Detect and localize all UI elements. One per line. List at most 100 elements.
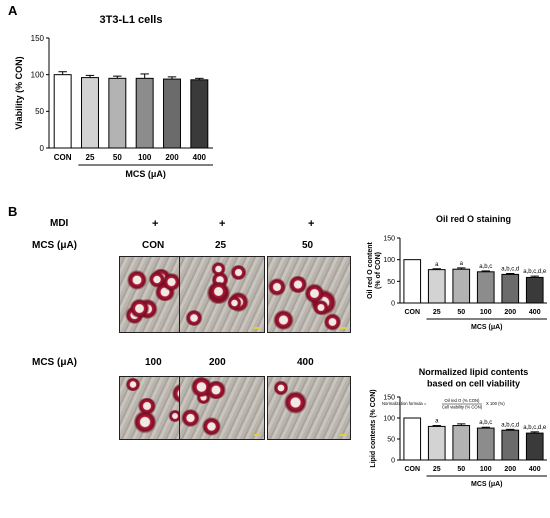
scale-bar — [254, 327, 260, 329]
formula-suffix: X 100 (%) — [486, 401, 505, 406]
oil-red-o-annotation-100: a,b,c — [479, 264, 492, 270]
normalized-lipid-x-tick-label-100: 100 — [480, 466, 492, 473]
mdi-label: MDI — [50, 218, 69, 229]
micrograph-200 — [179, 376, 265, 440]
panel-letter-b: B — [8, 204, 18, 219]
oil-red-o-y-tick-label-150: 150 — [383, 235, 395, 242]
viability-x-tick-label-200: 200 — [165, 153, 179, 162]
stained-cell — [268, 277, 286, 297]
formula-denominator: Cell viability (% CON) — [442, 405, 483, 410]
panel-letter-a: A — [8, 3, 18, 18]
normalized-lipid-x-tick-label-400: 400 — [529, 466, 541, 473]
normalized-lipid-title-line-0: Normalized lipid contents — [419, 367, 529, 377]
stained-cell — [125, 377, 142, 391]
oil-red-o-y-tick-label-100: 100 — [383, 257, 395, 264]
oil-red-o-ylabel-line-1: (% of CON) — [375, 252, 382, 289]
viability-y-tick-label-100: 100 — [31, 70, 45, 79]
oil-red-o-bar-200 — [501, 273, 520, 304]
mdi-plus-2: + — [219, 218, 226, 230]
normalized-lipid-annotation-100: a,b,c — [479, 420, 492, 426]
normalized-lipid-annotation-25: a — [435, 419, 439, 425]
oil-red-o-annotation-50: a — [460, 261, 464, 267]
oil-red-o-bar-100 — [476, 271, 495, 304]
oil-red-o-y-tick-label-0: 0 — [391, 300, 395, 307]
viability-x-tick-label-50: 50 — [113, 153, 122, 162]
oil-red-o-bar-50 — [452, 268, 471, 304]
oil-red-o-chart: Oil red O staining 0 50 100 150 Oil red O con… — [367, 214, 547, 331]
row2-label-100: 100 — [145, 357, 162, 368]
stained-cell — [304, 283, 325, 304]
normalized-lipid-ylabel: Lipid contents (% CON) — [370, 389, 377, 467]
formula-numerator: Oil red O (% CON) — [445, 398, 481, 403]
oil-red-o-x-tick-label-50: 50 — [457, 309, 465, 316]
oil-red-o-annotation-400: a,b,c,d,e — [523, 269, 547, 275]
normalized-lipid-y-tick-label-100: 100 — [383, 415, 395, 422]
viability-ylabel: Viability (% CON) — [14, 56, 24, 129]
stained-cell — [149, 270, 166, 289]
viability-y-tick-label-50: 50 — [35, 107, 44, 116]
oil-red-o-y-tick-label-50: 50 — [387, 279, 395, 286]
oil-red-o-annotation-25: a — [435, 262, 439, 268]
viability-x-tick-label-400: 400 — [193, 153, 207, 162]
row2-label-200: 200 — [209, 357, 226, 368]
stained-cell — [227, 296, 242, 310]
stained-cell — [273, 380, 289, 397]
normalized-lipid-x-tick-label-CON: CON — [404, 466, 420, 473]
stained-cell — [201, 416, 222, 437]
oil-red-o-x-tick-label-25: 25 — [433, 309, 441, 316]
stained-cell — [162, 272, 182, 292]
formula-prefix: Normalization formula = — [382, 401, 427, 406]
oil-red-o-x-tick-label-100: 100 — [480, 309, 492, 316]
normalized-lipid-x-tick-label-50: 50 — [457, 466, 465, 473]
stained-cell — [210, 262, 227, 276]
oil-red-o-title: Oil red O staining — [436, 214, 511, 224]
viability-y-tick-label-0: 0 — [40, 144, 45, 153]
stained-cell — [283, 391, 307, 414]
row1-label-50: 50 — [302, 240, 314, 251]
row1-label-25: 25 — [215, 240, 227, 251]
stained-cell — [137, 397, 158, 414]
viability-x-tick-label-25: 25 — [86, 153, 95, 162]
viability-bar-200 — [163, 78, 181, 149]
viability-x-tick-label-100: 100 — [138, 153, 152, 162]
stained-cell — [129, 299, 150, 318]
micrograph-400 — [267, 376, 351, 440]
stained-cell — [312, 300, 330, 316]
stained-cell — [205, 381, 227, 400]
oil-red-o-bar-CON — [403, 259, 422, 304]
stained-cell — [273, 310, 295, 331]
oil-red-o-xlabel: MCS (μA) — [471, 324, 503, 331]
stained-cell — [167, 410, 183, 423]
normalized-lipid-bar-CON — [403, 417, 422, 461]
viability-xlabel: MCS (μA) — [125, 169, 166, 179]
scale-bar — [254, 434, 260, 436]
oil-red-o-bar-25 — [427, 269, 446, 304]
normalized-lipid-bar-25 — [427, 425, 446, 461]
viability-x-tick-label-CON: CON — [54, 153, 72, 162]
mdi-plus-3: + — [308, 218, 315, 230]
oil-red-o-x-tick-label-200: 200 — [504, 309, 516, 316]
oil-red-o-annotation-200: a,b,c,d — [501, 267, 519, 273]
stained-cell — [133, 410, 156, 434]
normalized-lipid-xlabel: MCS (μA) — [471, 481, 503, 488]
viability-chart: 3T3-L1 cells 0 50 100 150 Viability (% CON) CO… — [14, 14, 213, 179]
normalized-lipid-annotation-400: a,b,c,d,e — [523, 425, 547, 431]
normalized-lipid-y-tick-label-0: 0 — [391, 457, 395, 464]
stained-cell — [323, 312, 341, 331]
normalized-lipid-bar-100 — [476, 427, 495, 461]
stained-cell — [180, 408, 201, 428]
viability-title: 3T3-L1 cells — [100, 14, 163, 26]
micrograph-50 — [267, 256, 351, 333]
micrograph-25 — [179, 256, 265, 333]
oil-red-o-x-tick-label-400: 400 — [529, 309, 541, 316]
viability-y-tick-label-150: 150 — [31, 34, 45, 43]
stained-cell — [127, 270, 148, 290]
oil-red-o-bar-400 — [525, 276, 544, 304]
viability-bar-100 — [135, 77, 154, 149]
normalized-lipid-y-tick-label-50: 50 — [387, 436, 395, 443]
normalized-lipid-bar-200 — [501, 429, 520, 461]
scale-bar — [340, 434, 346, 436]
mdi-plus-1: + — [152, 218, 159, 230]
oil-red-o-x-tick-label-CON: CON — [404, 309, 420, 316]
